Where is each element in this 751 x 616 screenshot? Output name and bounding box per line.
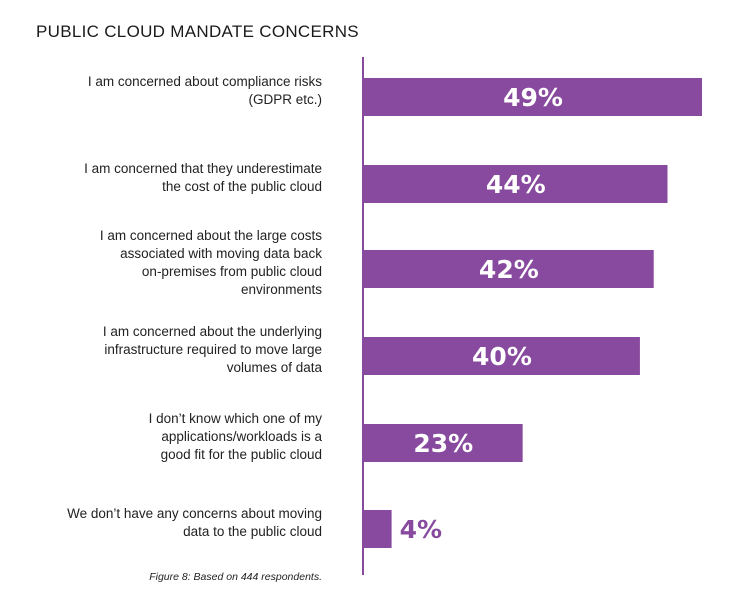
category-label-line: good fit for the public cloud: [160, 447, 322, 462]
category-label-line: We don’t have any concerns about moving: [67, 506, 322, 521]
data-label: 23%: [413, 429, 473, 458]
category-label-line: infrastructure required to move large: [104, 342, 322, 357]
category-label-line: I don’t know which one of my: [148, 411, 322, 426]
bar: [364, 250, 654, 288]
data-label: 40%: [472, 342, 532, 371]
category-label-line: I am concerned about the large costs: [99, 228, 322, 243]
data-label: 4%: [400, 515, 442, 544]
data-label: 44%: [486, 170, 546, 199]
bar: [364, 510, 392, 548]
bar: [364, 165, 668, 203]
bar: [364, 424, 523, 462]
category-label-line: applications/workloads is a: [161, 429, 322, 444]
category-label: We don’t have any concerns about moving d…: [2, 505, 322, 541]
category-label: I am concerned about the underlying infra…: [2, 323, 322, 377]
category-label-line: associated with moving data back: [120, 246, 322, 261]
category-label-line: on-premises from public cloud: [141, 264, 322, 279]
category-label: I don’t know which one of my applications…: [2, 410, 322, 464]
bar: [364, 78, 702, 116]
category-label-line: environments: [240, 282, 322, 297]
category-label-line: I am concerned about the underlying: [102, 324, 322, 339]
data-label: 49%: [503, 83, 563, 112]
category-label: I am concerned that they underestimate th…: [2, 160, 322, 196]
category-label-line: volumes of data: [226, 360, 322, 375]
category-label-line: I am concerned that they underestimate: [84, 161, 322, 176]
bar: [364, 337, 640, 375]
category-label: I am concerned about the large costs asso…: [2, 227, 322, 299]
category-label-line: the cost of the public cloud: [162, 179, 322, 194]
category-label-line: I am concerned about compliance risks: [87, 74, 322, 89]
category-label-line: (GDPR etc.): [248, 92, 322, 107]
chart-title: PUBLIC CLOUD MANDATE CONCERNS: [36, 22, 359, 41]
category-label: I am concerned about compliance risks (GD…: [2, 73, 322, 109]
category-label-line: data to the public cloud: [183, 524, 322, 539]
data-label: 42%: [479, 255, 539, 284]
footnote: Figure 8: Based on 444 respondents.: [149, 571, 322, 583]
